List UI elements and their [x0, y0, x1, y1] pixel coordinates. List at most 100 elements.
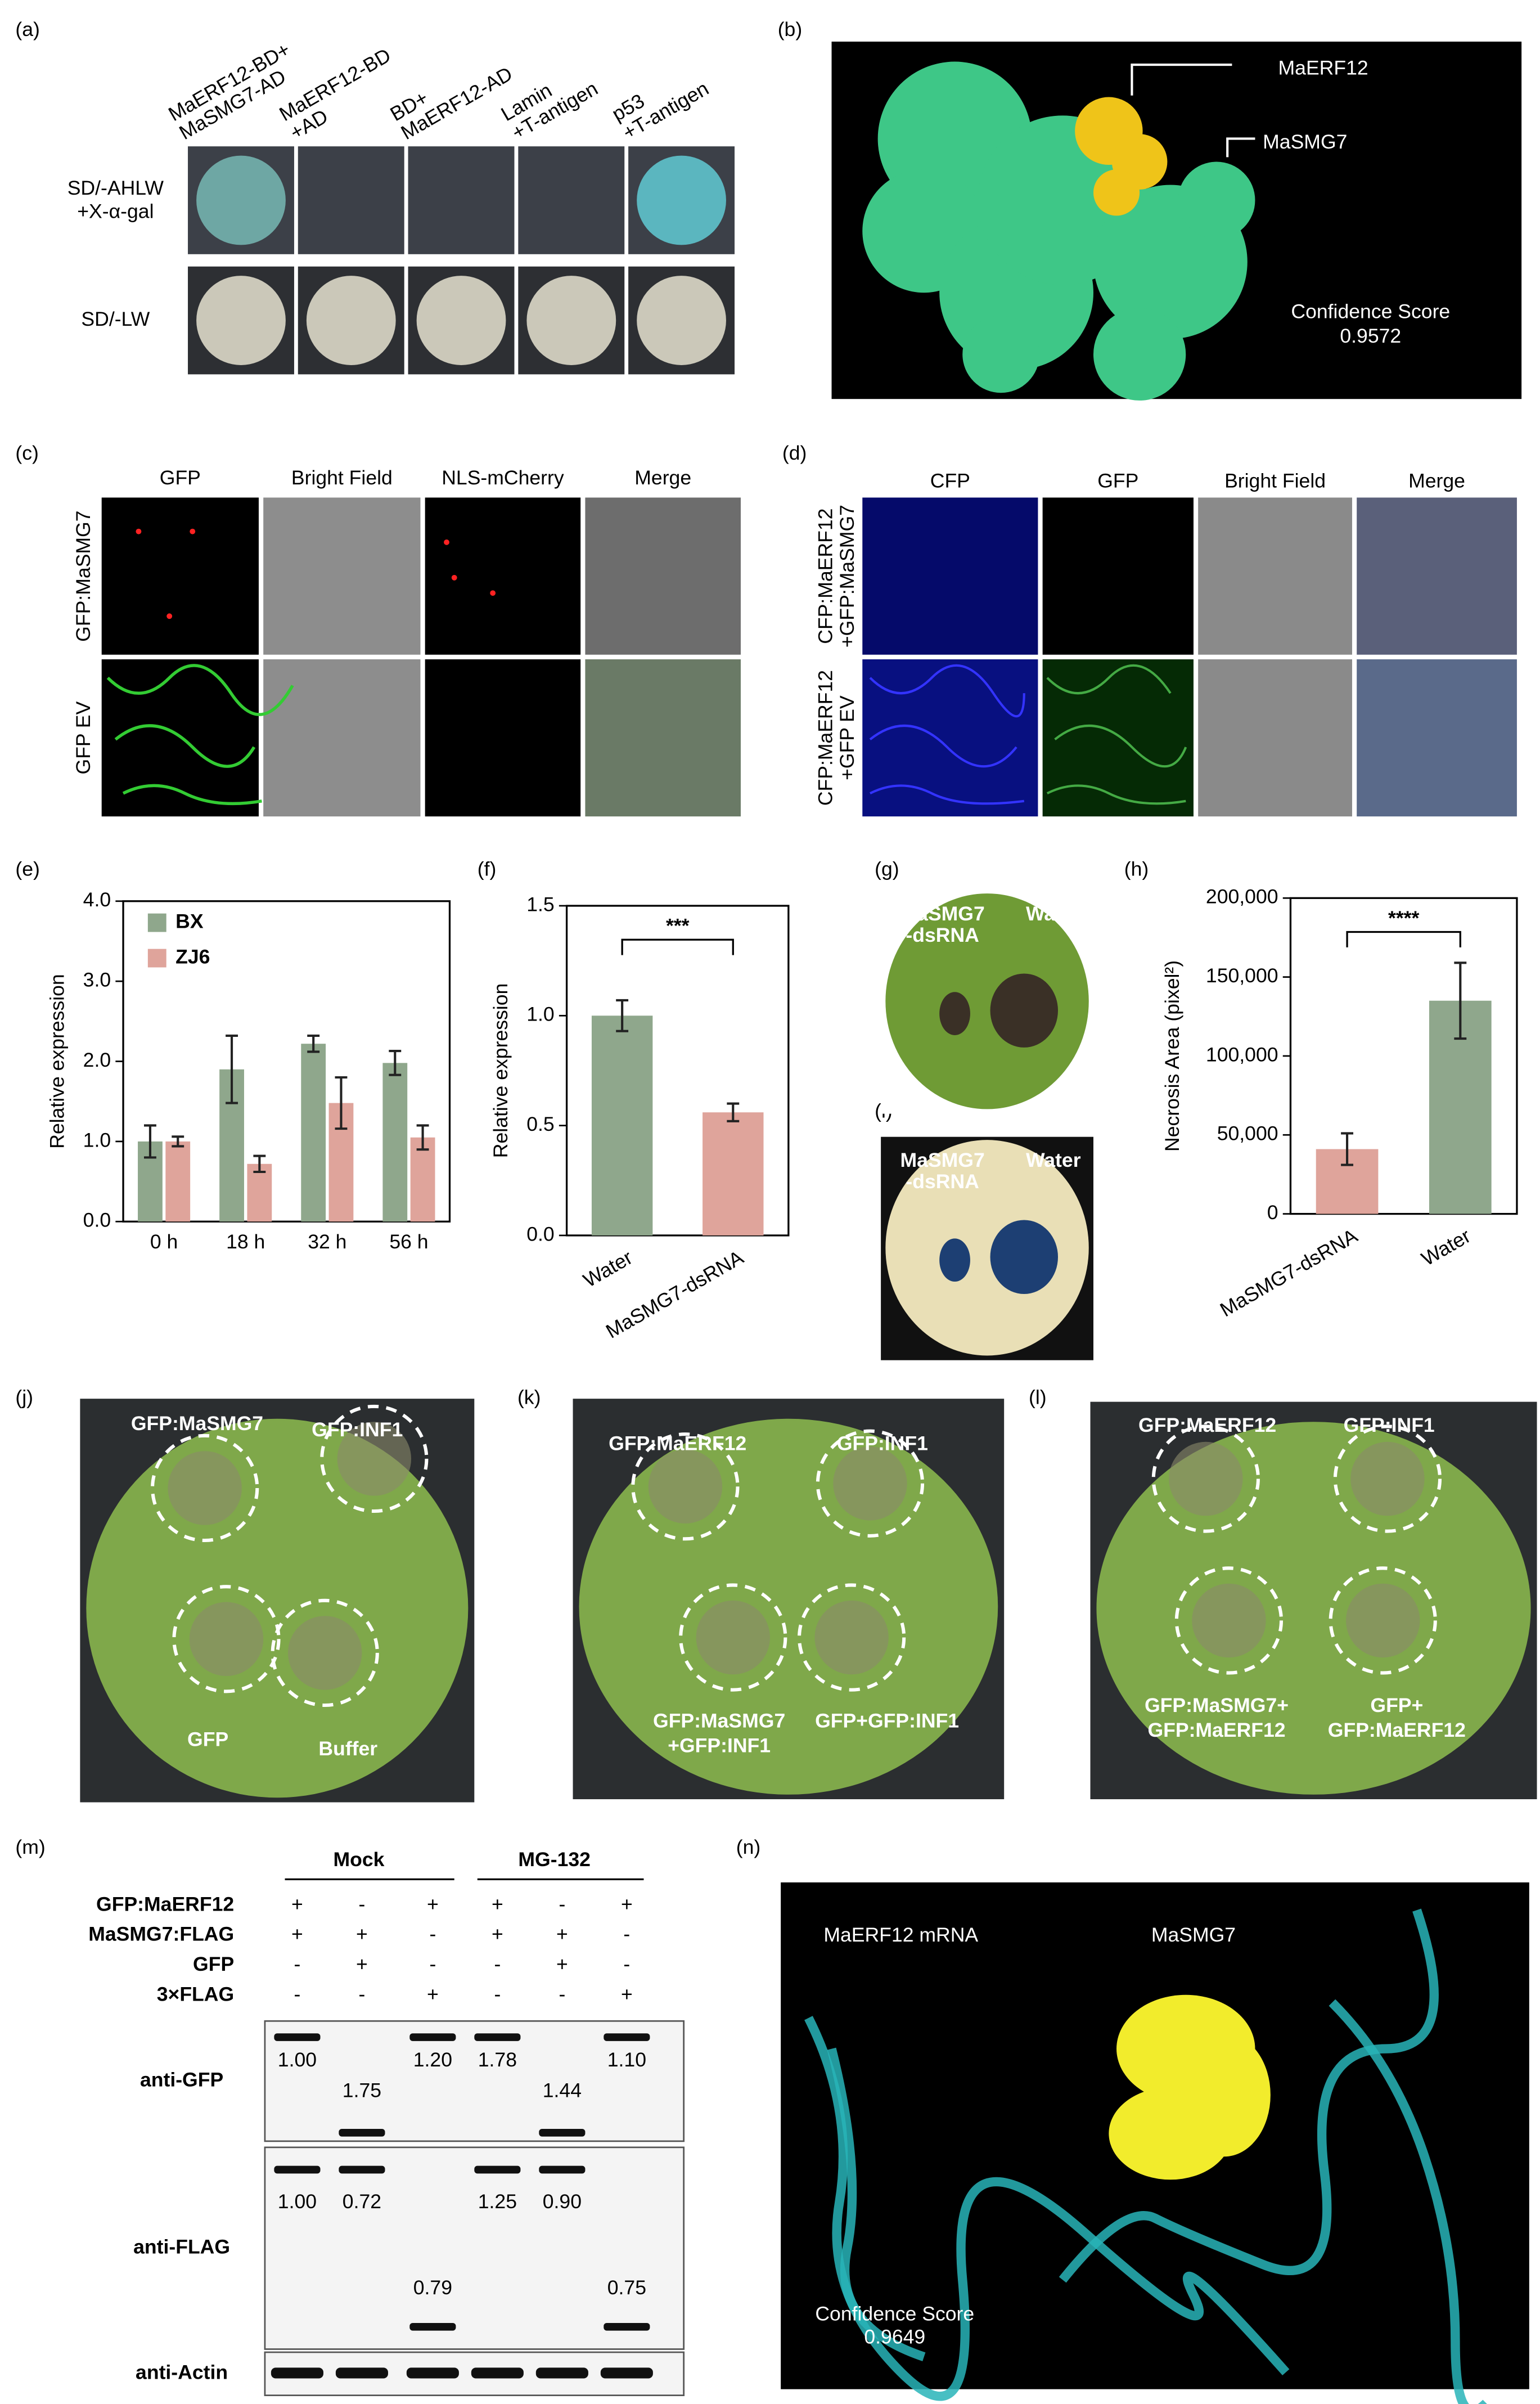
panel-label: (a): [15, 18, 39, 41]
band-value: 0.72: [343, 2190, 381, 2213]
band: [471, 2367, 524, 2379]
sign: -: [623, 1953, 630, 1975]
micrograph: [101, 497, 259, 655]
leaf: [579, 1418, 998, 1795]
signal: [166, 613, 173, 619]
annotation: Confidence Score: [815, 2303, 974, 2325]
y-tick-label: 100,000: [1206, 1043, 1278, 1066]
band-value: 1.44: [543, 2079, 582, 2102]
binding-surface: [1093, 169, 1140, 216]
signal: [190, 528, 196, 534]
yeast-spot: [416, 276, 506, 365]
protein-surface: [1178, 161, 1255, 239]
plot-frame: [565, 905, 790, 1237]
infiltration-ring: [172, 1585, 281, 1693]
micrograph: [585, 659, 741, 817]
sign: -: [429, 1953, 436, 1975]
yeast-plate: [298, 146, 404, 254]
annotation: MaERF12: [1278, 57, 1368, 79]
leaf: [86, 1418, 469, 1798]
lesion: [189, 1602, 264, 1676]
infiltration-ring: [1333, 1425, 1442, 1533]
column-header: Bright Field: [291, 466, 393, 489]
blot-label: anti-Actin: [136, 2361, 228, 2384]
yeast-spot: [526, 276, 616, 365]
significance: ****: [1388, 907, 1420, 929]
column-header: GFP: [1097, 469, 1138, 492]
micrograph: [1357, 497, 1517, 655]
blot-label: anti-FLAG: [133, 2236, 230, 2258]
bar: [165, 1141, 191, 1222]
x-tick-label: MaSMG7-dsRNA: [1216, 1224, 1361, 1321]
band: [600, 2367, 653, 2379]
y-tick-label: 0.0: [526, 1223, 554, 1245]
micrograph: [1198, 659, 1352, 817]
sign: +: [291, 1893, 303, 1915]
micrograph: [1198, 497, 1352, 655]
construct-label: 3×FLAG: [157, 1983, 234, 2006]
annotation: -dsRNA: [906, 1170, 979, 1193]
band-value: 1.78: [478, 2048, 517, 2071]
panel-label: (f): [478, 857, 497, 880]
band: [335, 2367, 388, 2379]
bar: [591, 1015, 653, 1235]
x-tick-label: 18 h: [226, 1230, 265, 1253]
y-tick-label: 1.0: [526, 1003, 554, 1026]
rna-backbone: [827, 2047, 926, 2361]
panel-label: (n): [736, 1836, 760, 1858]
sign: +: [291, 1923, 303, 1945]
annotation: GFP:INF1: [837, 1432, 928, 1455]
band: [474, 2033, 521, 2041]
annotation: MaSMG7: [1263, 131, 1347, 153]
lesion: [833, 1446, 907, 1521]
yeast-spot: [306, 276, 396, 365]
band-value: 0.75: [607, 2276, 646, 2299]
sign: +: [356, 1923, 368, 1945]
protein-ribbon: [1178, 2033, 1271, 2157]
signal: [444, 539, 449, 545]
annotation: Buffer: [318, 1737, 377, 1760]
panel-label: (e): [15, 857, 39, 880]
band-value: 0.79: [413, 2276, 452, 2299]
micrograph: [585, 497, 741, 655]
signal: [490, 590, 496, 596]
band-value: 1.75: [343, 2079, 381, 2102]
sign: +: [621, 1983, 633, 2006]
sign: -: [429, 1923, 436, 1945]
y-tick-label: 200,000: [1206, 886, 1278, 908]
lesion: [814, 1600, 889, 1675]
band-value: 1.20: [413, 2048, 452, 2071]
infiltration-ring: [631, 1432, 740, 1541]
group-label: MG-132: [518, 1848, 591, 1871]
panel-label: (g): [875, 857, 899, 880]
lesion: [1192, 1583, 1266, 1658]
y-axis-label: Necrosis Area (pixel²): [1161, 960, 1183, 1152]
yeast-spot: [637, 155, 726, 245]
yeast-plate: [518, 146, 625, 254]
sign: -: [359, 1983, 366, 2006]
sign: +: [556, 1953, 568, 1975]
row-label: CFP:MaERF12: [814, 670, 837, 806]
annotation: 0.9572: [1340, 325, 1401, 347]
significance-bracket: [1346, 931, 1461, 947]
y-axis-label: Relative expression: [46, 974, 68, 1148]
sign: +: [427, 1893, 439, 1915]
band-value: 1.00: [278, 2190, 317, 2213]
annotation: -dsRNA: [906, 924, 979, 946]
leaf: [885, 1140, 1089, 1356]
row-label: SD/-LW: [81, 308, 150, 330]
pointer: [1131, 63, 1232, 96]
column-header: Merge: [634, 466, 691, 489]
x-tick-label: Water: [579, 1246, 636, 1292]
x-tick-label: Water: [1417, 1224, 1474, 1270]
bar: [382, 1063, 408, 1222]
annotation: GFP: [187, 1728, 228, 1750]
construct-label: GFP:MaERF12: [96, 1893, 234, 1915]
lesion: [939, 1238, 970, 1282]
annotation: GFP:INF1: [312, 1418, 403, 1441]
signal: [869, 664, 1025, 805]
sign: -: [294, 1953, 301, 1975]
row-label: +X-α-gal: [77, 200, 154, 222]
band: [474, 2165, 521, 2174]
